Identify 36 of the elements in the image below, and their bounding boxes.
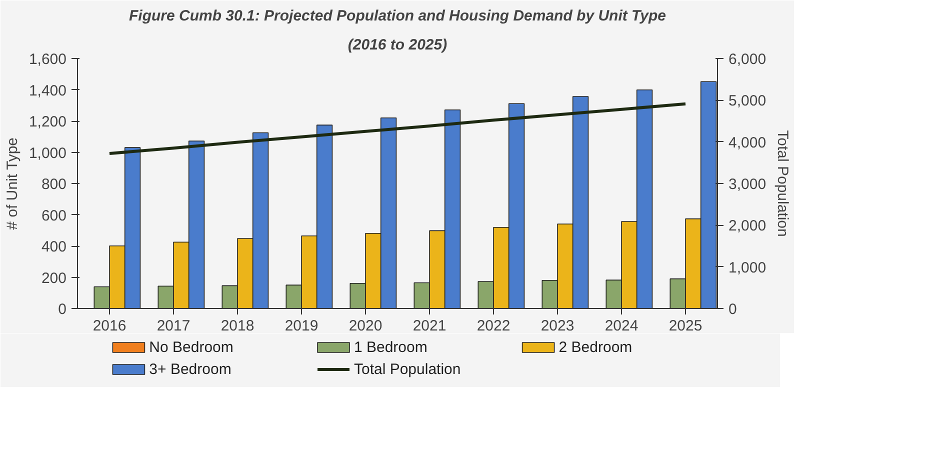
chart-subtitle: (2016 to 2025) (348, 36, 448, 54)
y2-tick-label: 3,000 (728, 176, 766, 193)
y2-axis-title: Total Population (774, 130, 792, 237)
legend-label: No Bedroom (149, 339, 234, 356)
y2-tick-label: 0 (728, 301, 737, 318)
x-tick-label: 2021 (412, 318, 446, 334)
x-tick-label: 2022 (476, 318, 510, 334)
x-tick-label: 2020 (348, 318, 382, 334)
y-tick-label: 200 (41, 270, 67, 287)
x-tick-label: 2024 (604, 318, 638, 334)
y-tick-label: 1,600 (28, 51, 67, 68)
y-axis-title: # of Unit Type (4, 137, 21, 230)
x-tick-label: 2016 (92, 318, 126, 334)
legend-label: Total Population (354, 361, 461, 378)
x-tick-label: 2018 (220, 318, 254, 334)
x-tick-label: 2023 (540, 318, 574, 334)
y-tick-label: 600 (41, 207, 67, 224)
chart-title: Figure Cumb 30.1: Projected Population and Housing Demand by Unit Type (129, 8, 666, 24)
y2-tick-label: 5,000 (728, 92, 766, 110)
y2-tick-label: 4,000 (728, 134, 766, 152)
x-tick-label: 2019 (284, 318, 318, 334)
line-series (108, 102, 687, 155)
x-tick-label: 2025 (668, 318, 702, 334)
legend-label: 1 Bedroom (354, 339, 428, 356)
y-tick-label: 1,200 (28, 114, 67, 130)
y-tick-label: 1,000 (28, 144, 67, 162)
y2-tick-label: 6,000 (728, 51, 766, 68)
legend-label: 3+ Bedroom (149, 361, 232, 378)
y2-tick-label: 1,000 (728, 259, 766, 276)
y-tick-label: 800 (41, 176, 67, 193)
y-tick-label: 1,400 (28, 82, 67, 100)
y-tick-label: 0 (58, 301, 66, 318)
y-tick-label: 400 (41, 238, 67, 256)
legend-label: 2 Bedroom (558, 339, 632, 356)
y2-tick-label: 2,000 (728, 218, 766, 235)
x-tick-label: 2017 (156, 318, 190, 334)
